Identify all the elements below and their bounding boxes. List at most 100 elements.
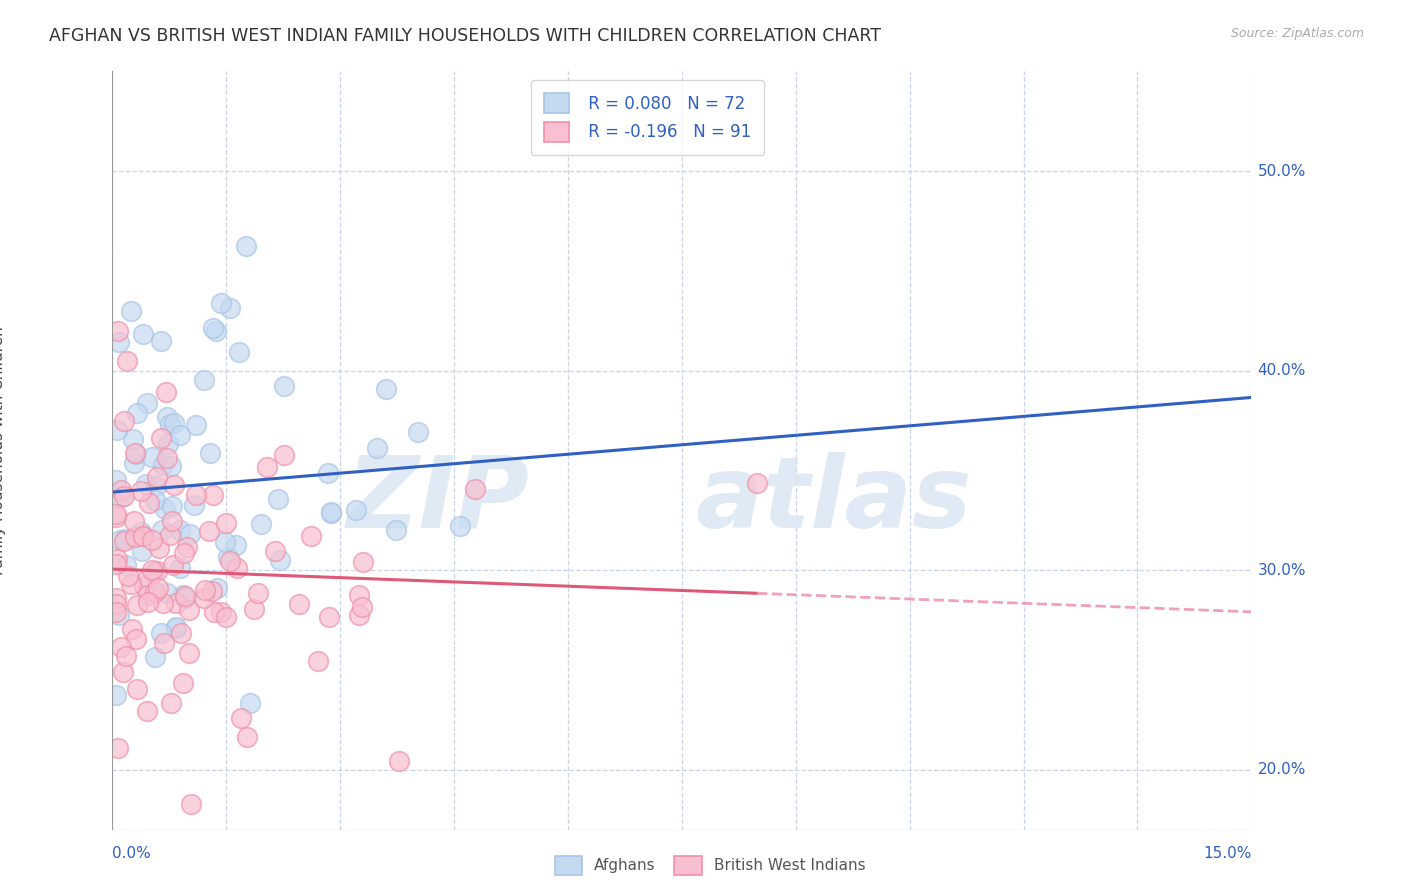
- Point: [112, 489, 135, 503]
- Point: [135, 396, 157, 410]
- Point: [226, 561, 249, 575]
- Text: ZIP: ZIP: [347, 452, 530, 549]
- Point: [111, 665, 134, 680]
- Point: [136, 571, 159, 585]
- Point: [235, 730, 257, 744]
- Point: [120, 304, 142, 318]
- Point: [385, 523, 408, 537]
- Point: [152, 458, 174, 472]
- Point: [124, 530, 146, 544]
- Point: [318, 466, 340, 480]
- Point: [406, 425, 429, 440]
- Point: [209, 606, 232, 620]
- Legend: Afghans, British West Indians: Afghans, British West Indians: [548, 850, 872, 880]
- Point: [160, 499, 183, 513]
- Point: [163, 477, 186, 491]
- Point: [138, 496, 160, 510]
- Point: [201, 583, 224, 598]
- Point: [141, 563, 163, 577]
- Point: [110, 491, 132, 505]
- Point: [184, 488, 207, 502]
- Point: [152, 523, 174, 537]
- Point: [115, 353, 138, 368]
- Point: [318, 610, 340, 624]
- Point: [131, 543, 153, 558]
- Point: [105, 557, 128, 571]
- Point: [145, 479, 167, 493]
- Point: [267, 491, 290, 506]
- Point: [143, 566, 166, 580]
- Point: [256, 460, 278, 475]
- Text: Source: ZipAtlas.com: Source: ZipAtlas.com: [1230, 27, 1364, 40]
- Point: [179, 527, 201, 541]
- Point: [122, 432, 145, 446]
- Point: [366, 441, 388, 455]
- Point: [159, 528, 181, 542]
- Point: [319, 504, 342, 518]
- Text: 40.0%: 40.0%: [1257, 363, 1306, 378]
- Point: [148, 541, 170, 556]
- Point: [242, 602, 264, 616]
- Point: [108, 608, 131, 623]
- Point: [747, 476, 769, 491]
- Point: [105, 509, 128, 524]
- Point: [159, 696, 181, 710]
- Point: [198, 446, 221, 460]
- Legend:  R = 0.080   N = 72,  R = -0.196   N = 91: R = 0.080 N = 72, R = -0.196 N = 91: [531, 79, 765, 155]
- Point: [150, 431, 173, 445]
- Text: 15.0%: 15.0%: [1204, 846, 1251, 861]
- Point: [202, 488, 225, 502]
- Point: [235, 239, 257, 253]
- Point: [165, 596, 187, 610]
- Point: [176, 541, 198, 555]
- Point: [194, 582, 217, 597]
- Point: [152, 596, 174, 610]
- Point: [347, 588, 370, 602]
- Point: [464, 483, 486, 497]
- Point: [155, 384, 177, 399]
- Point: [132, 326, 155, 341]
- Point: [250, 517, 273, 532]
- Point: [177, 646, 200, 660]
- Point: [169, 523, 191, 537]
- Point: [299, 528, 322, 542]
- Point: [125, 632, 148, 647]
- Point: [114, 533, 136, 547]
- Point: [215, 610, 238, 624]
- Point: [202, 605, 225, 619]
- Point: [124, 456, 146, 470]
- Point: [449, 519, 471, 533]
- Point: [136, 588, 159, 602]
- Point: [239, 696, 262, 710]
- Point: [205, 581, 228, 595]
- Point: [156, 585, 179, 599]
- Point: [141, 533, 163, 547]
- Point: [183, 498, 205, 512]
- Text: 20.0%: 20.0%: [1257, 762, 1306, 777]
- Point: [122, 514, 145, 528]
- Point: [125, 681, 148, 696]
- Point: [215, 516, 238, 531]
- Point: [273, 448, 295, 462]
- Point: [156, 410, 179, 425]
- Point: [159, 417, 181, 432]
- Point: [150, 626, 173, 640]
- Point: [218, 301, 240, 316]
- Point: [264, 544, 287, 558]
- Point: [136, 595, 159, 609]
- Point: [170, 625, 193, 640]
- Point: [184, 417, 207, 432]
- Point: [125, 407, 148, 421]
- Text: atlas: atlas: [696, 452, 972, 549]
- Point: [105, 552, 128, 566]
- Point: [135, 477, 157, 491]
- Point: [193, 591, 215, 605]
- Point: [209, 296, 232, 310]
- Point: [145, 565, 167, 579]
- Point: [108, 533, 131, 548]
- Point: [105, 473, 128, 487]
- Text: 50.0%: 50.0%: [1257, 163, 1306, 178]
- Point: [132, 529, 155, 543]
- Text: 30.0%: 30.0%: [1257, 563, 1306, 578]
- Point: [105, 688, 128, 702]
